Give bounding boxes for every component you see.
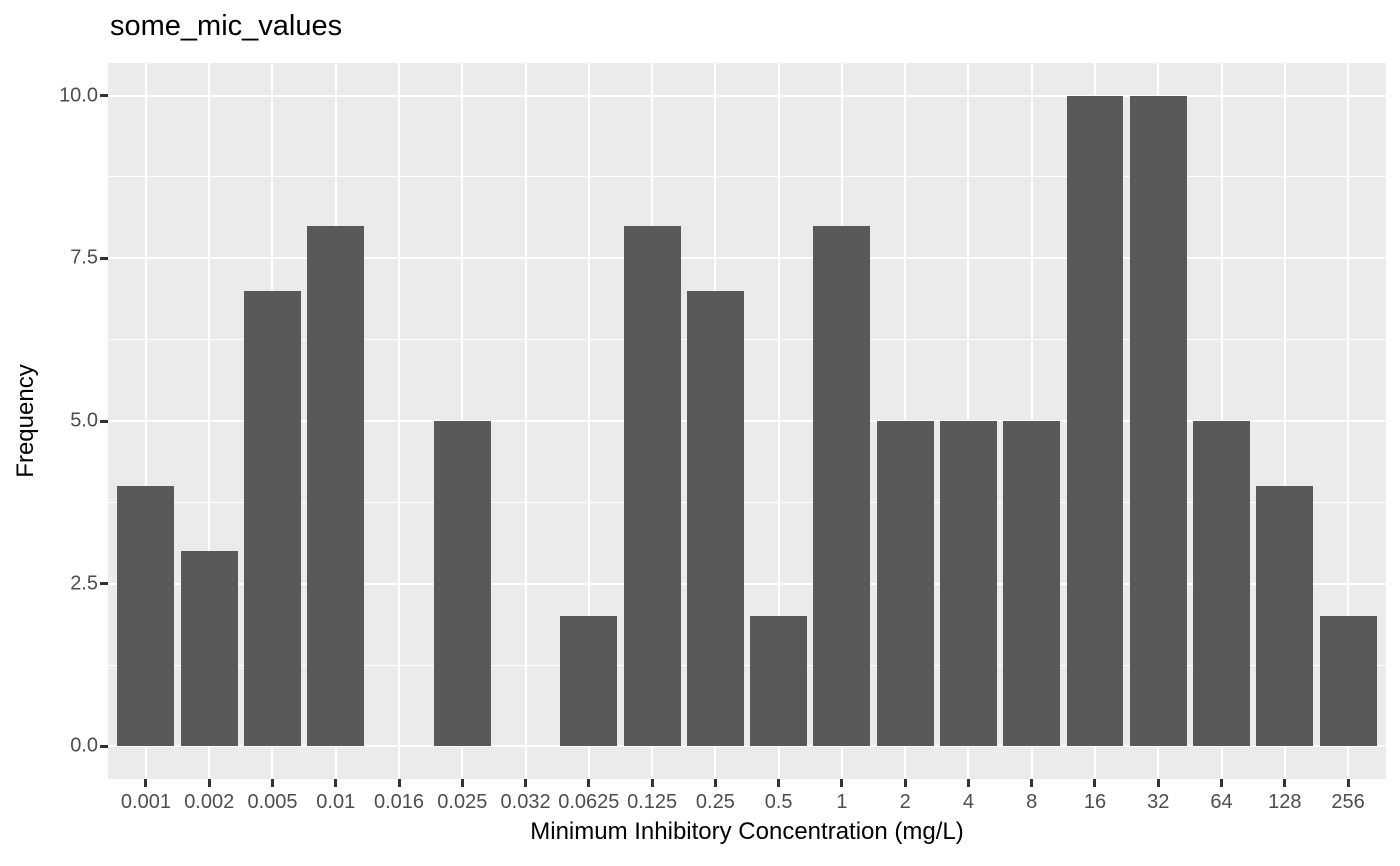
major-gridline-y	[108, 257, 1386, 260]
y-tick-label: 10.0	[59, 84, 98, 107]
bar-4	[939, 421, 997, 747]
x-tick-label: 8	[1026, 791, 1038, 813]
y-tick-mark	[100, 419, 108, 423]
x-tick-mark	[397, 779, 401, 787]
x-tick-label: 0.025	[437, 791, 488, 813]
x-tick-mark	[524, 779, 528, 787]
x-tick-mark	[270, 779, 274, 787]
major-gridline-x	[1347, 63, 1350, 779]
bar-0.5	[750, 616, 808, 747]
bar-256	[1319, 616, 1377, 747]
bar-32	[1129, 95, 1187, 747]
major-gridline-x	[524, 63, 527, 779]
x-tick-label: 128	[1268, 791, 1302, 813]
major-gridline-x	[144, 63, 147, 779]
x-tick-label: 32	[1147, 791, 1170, 813]
x-tick-label: 16	[1083, 791, 1107, 813]
x-tick-label: 0.032	[500, 791, 551, 813]
y-tick-label: 5.0	[70, 409, 98, 432]
major-gridline-y	[108, 582, 1386, 585]
bar-64	[1193, 421, 1250, 747]
major-gridline-y	[108, 420, 1386, 422]
bar-0.002	[180, 551, 238, 747]
bar-0.125	[623, 225, 681, 747]
x-tick-mark	[903, 779, 907, 787]
bar-8	[1003, 421, 1061, 747]
x-tick-mark	[1220, 779, 1223, 787]
x-tick-label: 2	[899, 791, 911, 813]
major-gridline-x	[208, 63, 211, 779]
x-tick-label: 4	[962, 791, 974, 813]
y-tick-mark	[100, 94, 108, 98]
x-tick-mark	[1283, 779, 1287, 787]
major-gridline-x	[587, 63, 590, 779]
bar-16	[1066, 95, 1124, 747]
major-gridline-x	[1283, 63, 1286, 779]
x-tick-label: 0.01	[316, 791, 356, 813]
y-tick-label: 7.5	[70, 246, 98, 269]
minor-gridline-y	[108, 501, 1386, 503]
bar-0.0625	[560, 616, 618, 747]
x-tick-label: 64	[1210, 791, 1233, 813]
major-gridline-y	[108, 745, 1386, 748]
x-tick-label: 0.001	[120, 791, 171, 813]
major-gridline-x	[398, 63, 401, 779]
x-tick-mark	[1030, 779, 1034, 787]
x-tick-label: 0.25	[695, 791, 735, 813]
bar-0.025	[433, 421, 491, 747]
bar-0.25	[686, 290, 744, 747]
x-tick-mark	[207, 779, 211, 787]
x-tick-mark	[650, 779, 654, 787]
x-tick-mark	[840, 779, 844, 787]
y-tick-mark	[100, 582, 108, 586]
x-tick-label: 0.5	[764, 791, 793, 813]
y-axis-title: Frequency	[12, 364, 39, 478]
bar-0.01	[307, 225, 365, 747]
bar-2	[876, 421, 934, 747]
bar-1	[813, 225, 871, 747]
y-tick-mark	[100, 256, 108, 260]
bar-128	[1256, 486, 1314, 747]
minor-gridline-y	[108, 176, 1386, 178]
bar-0.005	[244, 290, 301, 747]
x-tick-mark	[1093, 779, 1097, 787]
x-tick-mark	[1156, 779, 1160, 787]
x-tick-mark	[966, 779, 970, 787]
x-tick-label: 1	[836, 791, 848, 813]
major-gridline-y	[108, 94, 1386, 97]
x-tick-mark	[144, 779, 148, 787]
y-tick-label: 2.5	[70, 572, 98, 595]
x-tick-label: 0.0625	[558, 791, 620, 813]
x-tick-label: 0.016	[373, 791, 425, 813]
x-tick-mark	[777, 779, 781, 787]
bar-0.001	[117, 486, 175, 747]
x-tick-label: 0.005	[247, 791, 298, 813]
minor-gridline-y	[108, 664, 1386, 666]
x-tick-label: 0.002	[184, 791, 235, 813]
x-tick-mark	[460, 779, 464, 787]
x-tick-mark	[587, 779, 591, 787]
x-tick-mark	[1346, 779, 1350, 787]
x-tick-label: 256	[1331, 791, 1365, 813]
x-tick-label: 0.125	[627, 791, 678, 813]
x-tick-mark	[713, 779, 717, 787]
y-tick-mark	[100, 744, 108, 748]
chart-title: some_mic_values	[110, 10, 343, 42]
plot-panel	[108, 63, 1386, 779]
minor-gridline-y	[108, 339, 1386, 341]
y-tick-label: 0.0	[70, 734, 98, 757]
x-tick-mark	[334, 779, 338, 787]
major-gridline-x	[777, 63, 780, 779]
x-axis-title: Minimum Inhibitory Concentration (mg/L)	[530, 818, 964, 845]
